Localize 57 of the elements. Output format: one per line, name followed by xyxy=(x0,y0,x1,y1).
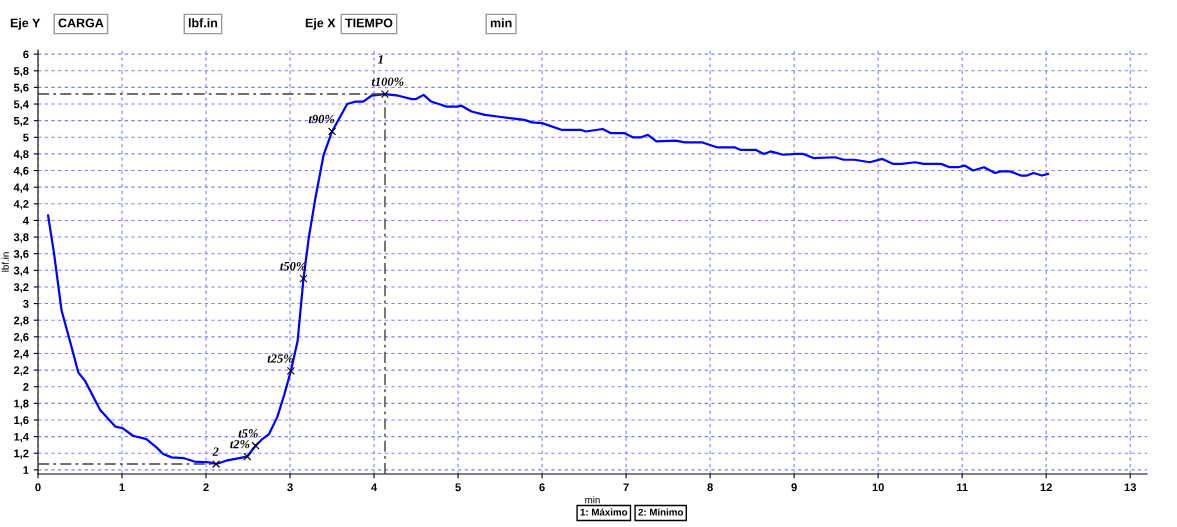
y-tick-label: 5,2 xyxy=(13,116,29,127)
y-tick-label: 4,2 xyxy=(13,200,29,210)
y-tick-label: 5,4 xyxy=(13,100,29,110)
x-axis-title: min xyxy=(585,496,600,504)
annotation: 2 xyxy=(212,447,219,456)
y-tick-label: 2,6 xyxy=(13,333,29,343)
annotation: t5% xyxy=(238,429,258,438)
x-tick-label: 3 xyxy=(287,483,293,492)
x-tick-label: 6 xyxy=(539,483,545,492)
y-tick-label: 2,8 xyxy=(13,316,29,326)
x-tick-label: 4 xyxy=(371,483,378,492)
y-tick-label: 2,2 xyxy=(13,366,29,376)
x-tick-label: 1 xyxy=(119,483,125,492)
x-tick-label: 0 xyxy=(35,483,41,492)
y-tick-label: 6 xyxy=(23,50,29,59)
y-tick-label: 4,4 xyxy=(13,183,29,193)
x-tick-label: 8 xyxy=(707,483,713,492)
annotation: t25% xyxy=(267,354,294,363)
annotation: t90% xyxy=(308,114,335,124)
text: CARGA xyxy=(58,18,104,28)
text: 2: Mínimo xyxy=(638,508,683,516)
y-tick-label: 4 xyxy=(22,216,29,225)
y-tick-label: 2,4 xyxy=(13,349,29,360)
x-tick-label: 2 xyxy=(203,483,209,492)
y-axis-title: lbf.in xyxy=(1,252,9,272)
text: TIEMPO xyxy=(345,18,393,28)
y-tick-label: 5,6 xyxy=(13,83,29,94)
annotation: t100% xyxy=(371,77,404,86)
x-tick-label: 9 xyxy=(791,483,797,492)
y-tick-label: 5 xyxy=(23,133,29,142)
x-tick-label: 12 xyxy=(1040,483,1052,492)
y-tick-label: 1,4 xyxy=(14,432,29,443)
x-tick-label: 5 xyxy=(455,483,461,492)
y-tick-label: 3,2 xyxy=(13,283,29,293)
y-tick-label: 4,6 xyxy=(13,166,29,177)
x-tick-label: 11 xyxy=(956,483,968,492)
y-tick-label: 5,8 xyxy=(13,67,29,77)
text: Eje X xyxy=(305,18,336,30)
y-tick-label: 3,6 xyxy=(13,249,29,260)
x-tick-label: 7 xyxy=(623,483,629,492)
y-tick-label: 3,4 xyxy=(13,266,29,277)
y-tick-label: 1 xyxy=(23,466,29,474)
y-tick-label: 1,6 xyxy=(14,416,29,426)
y-tick-label: 2 xyxy=(23,382,29,391)
text: 1: Máximo xyxy=(580,508,628,516)
y-tick-label: 1,8 xyxy=(14,399,29,410)
y-tick-label: 1,2 xyxy=(14,449,29,459)
x-tick-label: 13 xyxy=(1124,483,1136,492)
text: lbf.in xyxy=(188,18,218,28)
annotation: 1 xyxy=(377,55,383,64)
y-tick-label: 3,8 xyxy=(13,233,29,243)
text: min xyxy=(490,18,512,28)
text: Eje Y xyxy=(10,18,41,30)
annotation: t2% xyxy=(230,439,250,449)
y-tick-label: 3 xyxy=(23,299,29,308)
x-tick-label: 10 xyxy=(872,483,884,492)
y-tick-label: 4,8 xyxy=(13,150,29,160)
